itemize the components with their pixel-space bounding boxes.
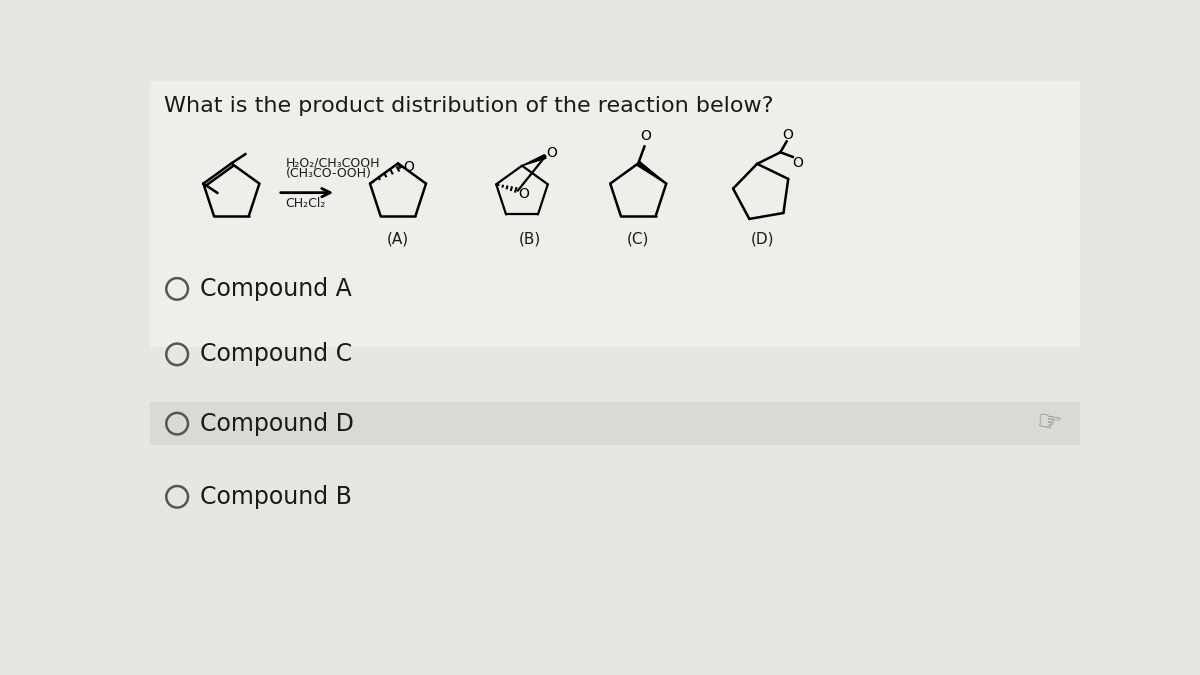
Text: Compound A: Compound A (200, 277, 352, 301)
Polygon shape (637, 161, 666, 184)
Text: Compound C: Compound C (200, 342, 353, 367)
Text: (D): (D) (750, 232, 774, 246)
Text: O: O (792, 156, 803, 170)
Polygon shape (398, 163, 402, 169)
Text: O: O (546, 146, 557, 161)
Text: O: O (403, 161, 414, 174)
FancyBboxPatch shape (150, 402, 1080, 446)
Text: H₂O₂/CH₃COOH: H₂O₂/CH₃COOH (286, 157, 380, 169)
Text: What is the product distribution of the reaction below?: What is the product distribution of the … (164, 97, 774, 116)
Text: (CH₃CO-OOH): (CH₃CO-OOH) (286, 167, 372, 180)
Text: (C): (C) (628, 232, 649, 246)
Text: Compound B: Compound B (200, 485, 353, 509)
Text: CH₂Cl₂: CH₂Cl₂ (286, 196, 326, 210)
FancyBboxPatch shape (150, 81, 1080, 347)
Text: O: O (641, 129, 652, 142)
Text: O: O (782, 128, 793, 142)
Polygon shape (522, 155, 546, 165)
Text: Compound D: Compound D (200, 412, 354, 435)
Text: O: O (518, 186, 529, 200)
Text: (B): (B) (518, 232, 541, 246)
Text: ☞: ☞ (1034, 408, 1063, 439)
Text: (A): (A) (386, 232, 409, 246)
